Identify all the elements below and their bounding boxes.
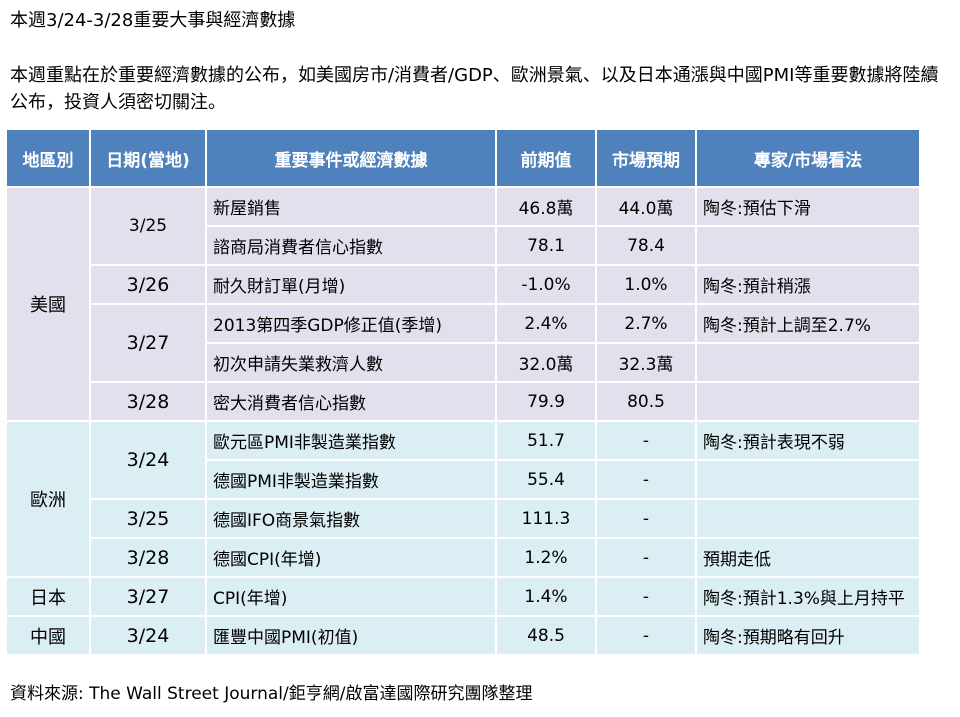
date-cell: 3/27: [89, 303, 207, 383]
table-row: 3/26 耐久財訂單(月增) -1.0% 1.0% 陶冬:預計稍漲: [6, 264, 921, 305]
region-cell: 美國: [5, 186, 91, 422]
region-cell: 日本: [5, 576, 91, 617]
event-cell: 德國PMI非製造業指數: [205, 459, 497, 500]
header-date: 日期(當地): [89, 128, 207, 188]
view-cell: 陶冬:預期略有回升: [695, 615, 921, 656]
event-cell: 2013第四季GDP修正值(季增): [205, 303, 497, 344]
forecast-cell: -: [595, 459, 697, 500]
previous-cell: 1.4%: [495, 576, 597, 617]
forecast-cell: 32.3萬: [595, 342, 697, 383]
previous-cell: 32.0萬: [495, 342, 597, 383]
event-cell: 密大消費者信心指數: [205, 381, 497, 422]
date-cell: 3/25: [89, 186, 207, 266]
header-region: 地區別: [5, 128, 91, 188]
table-row: 日本 3/27 CPI(年增) 1.4% - 陶冬:預計1.3%與上月持平: [5, 576, 921, 617]
header-event: 重要事件或經濟數據: [205, 128, 497, 188]
event-cell: 耐久財訂單(月增): [205, 264, 497, 305]
date-cell: 3/28: [89, 381, 207, 422]
forecast-cell: 78.4: [595, 225, 697, 266]
table-row: 諮商局消費者信心指數 78.1 78.4: [6, 225, 921, 266]
view-cell: 陶冬:預計1.3%與上月持平: [695, 576, 921, 617]
header-previous: 前期值: [495, 128, 597, 188]
event-cell: 匯豐中國PMI(初值): [205, 615, 497, 656]
forecast-cell: -: [595, 420, 697, 461]
region-cell: 歐洲: [5, 420, 91, 578]
forecast-cell: -: [595, 576, 697, 617]
event-cell: 歐元區PMI非製造業指數: [205, 420, 497, 461]
date-cell: 3/27: [89, 576, 207, 617]
region-cell: 中國: [5, 615, 91, 656]
table-header-row: 地區別 日期(當地) 重要事件或經濟數據 前期值 市場預期 專家/市場看法: [5, 128, 921, 188]
table-row: 中國 3/24 匯豐中國PMI(初值) 48.5 - 陶冬:預期略有回升: [5, 615, 921, 656]
table-row: 德國PMI非製造業指數 55.4 -: [6, 459, 921, 500]
forecast-cell: 44.0萬: [595, 186, 697, 227]
table-row: 美國 3/25 新屋銷售 46.8萬 44.0萬 陶冬:預估下滑: [5, 186, 921, 422]
header-view: 專家/市場看法: [695, 128, 921, 188]
previous-cell: 78.1: [495, 225, 597, 266]
source-note: 資料來源: The Wall Street Journal/鉅亨網/啟富達國際研…: [10, 684, 533, 704]
table-row: 初次申請失業救濟人數 32.0萬 32.3萬: [6, 342, 921, 383]
previous-cell: 48.5: [495, 615, 597, 656]
view-cell: [695, 342, 921, 383]
date-cell: 3/24: [89, 615, 207, 656]
event-cell: 德國CPI(年增): [205, 537, 497, 578]
event-cell: 初次申請失業救濟人數: [205, 342, 497, 383]
forecast-cell: -: [595, 498, 697, 539]
table-row: 3/28 德國CPI(年增) 1.2% - 預期走低: [6, 537, 921, 578]
previous-cell: 51.7: [495, 420, 597, 461]
view-cell: 陶冬:預計上調至2.7%: [695, 303, 921, 344]
view-cell: [695, 225, 921, 266]
economic-calendar-table: 地區別 日期(當地) 重要事件或經濟數據 前期值 市場預期 專家/市場看法 美國…: [5, 128, 921, 656]
forecast-cell: 80.5: [595, 381, 697, 422]
view-cell: 陶冬:預計稍漲: [695, 264, 921, 305]
view-cell: [695, 498, 921, 539]
event-cell: 諮商局消費者信心指數: [205, 225, 497, 266]
view-cell: [695, 381, 921, 422]
event-cell: CPI(年增): [205, 576, 497, 617]
table-row: 3/28 密大消費者信心指數 79.9 80.5: [6, 381, 921, 422]
previous-cell: 111.3: [495, 498, 597, 539]
previous-cell: 79.9: [495, 381, 597, 422]
page-title: 本週3/24-3/28重要大事與經濟數據: [10, 10, 296, 31]
intro-paragraph: 本週重點在於重要經濟數據的公布，如美國房市/消費者/GDP、歐洲景氣、以及日本通…: [10, 65, 939, 113]
previous-cell: 55.4: [495, 459, 597, 500]
forecast-cell: -: [595, 615, 697, 656]
date-cell: 3/26: [89, 264, 207, 305]
view-cell: 預期走低: [695, 537, 921, 578]
table-row: 歐洲 3/24 歐元區PMI非製造業指數 51.7 - 陶冬:預計表現不弱: [5, 420, 921, 578]
view-cell: [695, 459, 921, 500]
previous-cell: 46.8萬: [495, 186, 597, 227]
forecast-cell: 1.0%: [595, 264, 697, 305]
event-cell: 德國IFO商景氣指數: [205, 498, 497, 539]
table-row: 3/27 2013第四季GDP修正值(季增) 2.4% 2.7% 陶冬:預計上調…: [6, 303, 921, 383]
date-cell: 3/25: [89, 498, 207, 539]
forecast-cell: -: [595, 537, 697, 578]
header-forecast: 市場預期: [595, 128, 697, 188]
forecast-cell: 2.7%: [595, 303, 697, 344]
previous-cell: -1.0%: [495, 264, 597, 305]
view-cell: 陶冬:預估下滑: [695, 186, 921, 227]
view-cell: 陶冬:預計表現不弱: [695, 420, 921, 461]
table-row: 3/25 德國IFO商景氣指數 111.3 -: [6, 498, 921, 539]
event-cell: 新屋銷售: [205, 186, 497, 227]
previous-cell: 1.2%: [495, 537, 597, 578]
date-cell: 3/28: [89, 537, 207, 578]
date-cell: 3/24: [89, 420, 207, 500]
previous-cell: 2.4%: [495, 303, 597, 344]
